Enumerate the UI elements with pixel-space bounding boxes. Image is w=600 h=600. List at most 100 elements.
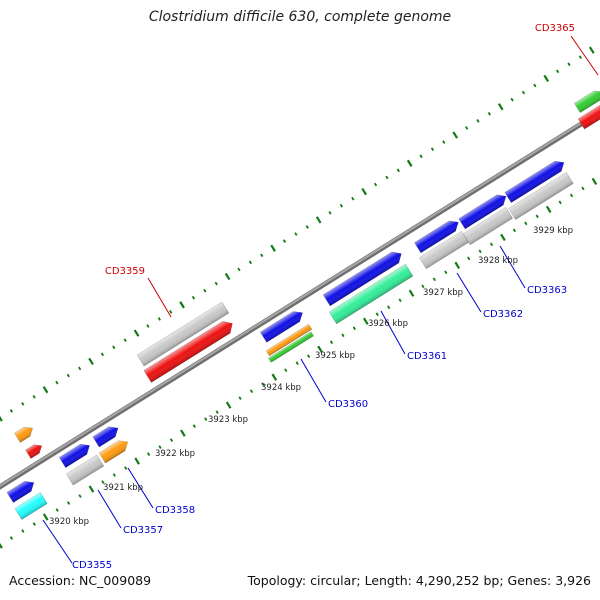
gene-label: CD3360 (328, 399, 368, 410)
leader-line (127, 467, 154, 509)
tick-mark (361, 187, 368, 196)
tick-mark (581, 186, 585, 191)
tick-mark (510, 97, 514, 102)
tick-mark (158, 445, 162, 449)
tick-mark (215, 410, 219, 414)
tick-mark (489, 242, 494, 247)
feature-layer (6, 90, 600, 520)
feature-shade (137, 301, 229, 367)
tick-mark (591, 177, 598, 186)
kbp-label: 3921 kbp (103, 483, 143, 493)
feature-shade (578, 102, 600, 130)
tick-mark (545, 205, 552, 214)
gene-feature (98, 440, 129, 464)
kbp-label: 3928 kbp (478, 256, 518, 266)
feature-shade (268, 331, 314, 363)
tick-mark (0, 542, 3, 549)
kbp-label: 3925 kbp (315, 351, 355, 361)
feature-shade (266, 324, 312, 356)
gene-feature (58, 443, 90, 468)
outer-tick-track (0, 46, 595, 422)
tick-mark (192, 424, 196, 428)
kbp-label: 3929 kbp (533, 226, 573, 236)
tick-mark (261, 382, 265, 387)
genome-summary: Topology: circular; Length: 4,290,252 bp… (247, 573, 591, 588)
gene-feature (508, 172, 574, 220)
gene-label: CD3355 (72, 560, 112, 571)
leader-line (456, 272, 482, 313)
tick-mark (260, 253, 264, 258)
tick-mark (112, 473, 116, 477)
tick-mark (512, 228, 517, 233)
feature-shade (66, 454, 104, 486)
tick-mark (147, 452, 151, 456)
tick-mark (567, 62, 571, 67)
kbp-label: 3927 kbp (423, 288, 463, 298)
feature-shade (419, 231, 469, 269)
leader-line (300, 358, 327, 403)
tick-mark (432, 277, 436, 282)
gene-label: CD3359 (105, 266, 145, 277)
tick-mark (476, 119, 480, 123)
tick-mark (32, 394, 36, 399)
tick-mark (317, 345, 323, 353)
gene-labels: CD3355 CD3357 CD3358 CD3359 CD3360 CD3361 CD33… (72, 23, 575, 571)
feature-shade (574, 90, 600, 113)
gene-label: CD3361 (407, 351, 447, 362)
leader-line (570, 35, 599, 76)
tick-mark (282, 239, 287, 243)
leader-line (42, 519, 73, 564)
tick-mark (442, 140, 446, 144)
leader-line (380, 310, 406, 355)
feature-shade (323, 251, 402, 306)
tick-mark (134, 457, 140, 465)
tick-mark (305, 225, 309, 229)
gene-feature (259, 311, 303, 343)
gene-feature (14, 492, 48, 520)
tick-mark (249, 389, 254, 394)
gene-feature (265, 323, 313, 357)
tick-mark (588, 46, 595, 54)
gene-feature (136, 301, 230, 367)
tick-mark (169, 438, 174, 442)
tick-mark (32, 522, 36, 526)
feature-shade (59, 444, 90, 468)
tick-mark (169, 310, 173, 314)
tick-mark (101, 480, 105, 484)
feature-shade (143, 321, 233, 383)
tick-mark (500, 233, 506, 241)
gene-feature (418, 230, 470, 270)
tick-mark (419, 154, 423, 159)
tick-mark (133, 329, 140, 337)
kbp-label: 3920 kbp (49, 517, 89, 527)
tick-mark (578, 55, 582, 60)
gene-label: CD3357 (123, 525, 163, 536)
tick-mark (66, 373, 70, 378)
tick-mark (307, 354, 311, 359)
tick-mark (9, 409, 13, 413)
tick-mark (21, 529, 25, 533)
tick-mark (543, 74, 550, 83)
tick-mark (521, 90, 526, 95)
gene-label: CD3358 (155, 505, 195, 516)
tick-mark (179, 301, 185, 309)
tick-mark (524, 221, 528, 226)
tick-mark (204, 417, 208, 421)
tick-mark (341, 333, 345, 338)
tick-mark (556, 69, 560, 74)
feature-shade (6, 481, 34, 503)
feature-shade (458, 194, 507, 229)
tick-mark (180, 429, 186, 437)
tick-mark (497, 103, 504, 111)
gene-feature (462, 206, 514, 246)
map-title: Clostridium difficile 630, complete geno… (148, 9, 452, 25)
gene-feature (573, 90, 600, 114)
leader-line (97, 489, 122, 529)
kbp-label: 3926 kbp (368, 319, 408, 329)
tick-mark (214, 281, 218, 286)
tick-mark (444, 270, 448, 275)
accession-label: Accession: NC_009089 (9, 573, 152, 588)
feature-shade (504, 161, 564, 203)
tick-mark (406, 159, 413, 167)
